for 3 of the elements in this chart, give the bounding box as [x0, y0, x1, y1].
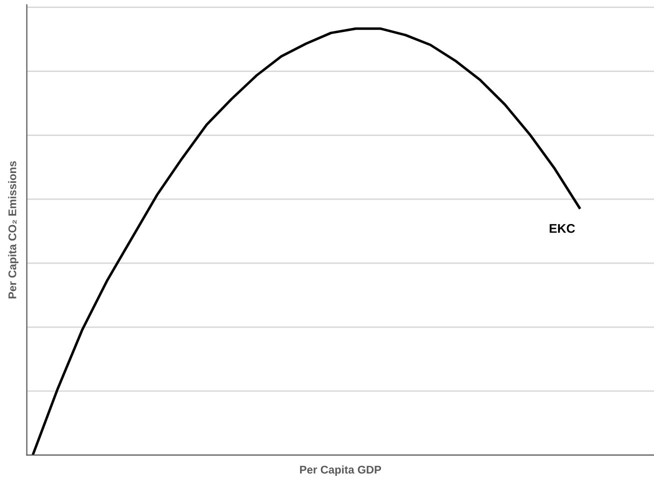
annotation: EKC	[550, 224, 575, 233]
x-axis-title: Per Capita GDP	[300, 465, 382, 476]
y-axis-title: Per Capita CO₂ Emissions	[8, 161, 18, 298]
